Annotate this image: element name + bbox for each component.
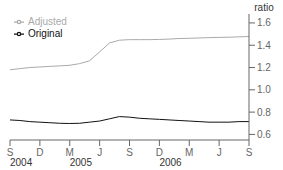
html-text:Original: Original (28, 28, 63, 39)
svg-text:2005: 2005 (70, 157, 93, 168)
svg-text:S: S (126, 147, 133, 158)
svg-text:1.4: 1.4 (257, 40, 271, 51)
svg-text:1.6: 1.6 (257, 17, 271, 28)
svg-text:0.8: 0.8 (257, 107, 271, 118)
svg-text:D: D (155, 147, 163, 158)
svg-text:0.6: 0.6 (257, 129, 271, 140)
svg-text:M: M (185, 147, 193, 158)
svg-text:J: J (97, 147, 102, 158)
svg-text:D: D (36, 147, 43, 158)
svg-text:2004: 2004 (10, 157, 33, 168)
svg-text:S: S (246, 147, 253, 158)
svg-text:J: J (217, 147, 222, 158)
svg-text:M: M (65, 147, 74, 158)
svg-text:1.2: 1.2 (257, 62, 271, 73)
svg-text:ratio: ratio (254, 2, 274, 13)
svg-text:1.0: 1.0 (257, 84, 271, 95)
svg-text:2006: 2006 (159, 157, 182, 168)
html-text:Adjusted: Adjusted (28, 16, 67, 27)
